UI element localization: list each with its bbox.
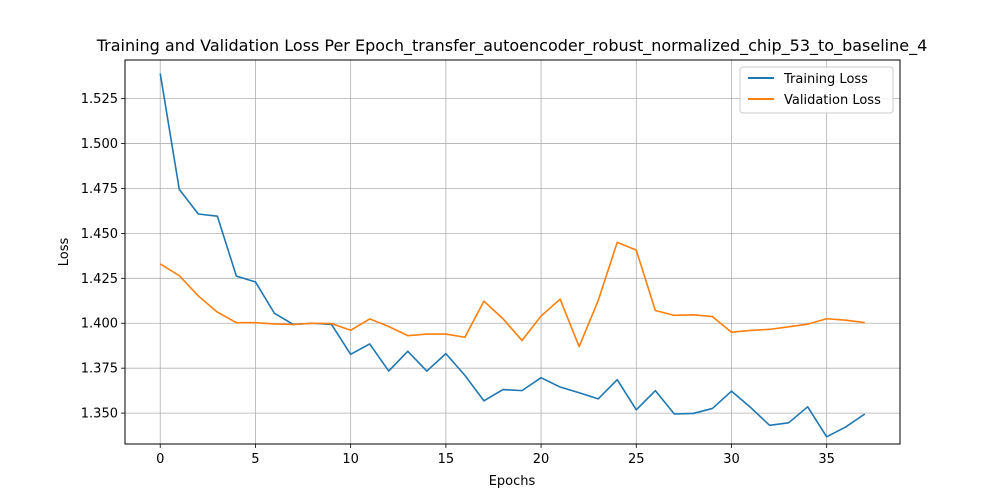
x-tick-label: 20 — [533, 452, 550, 467]
y-tick-label: 1.525 — [81, 92, 118, 107]
plot-frame — [124, 59, 901, 445]
x-tick-label: 25 — [628, 452, 645, 467]
x-axis-label: Epochs — [489, 474, 536, 489]
x-tick-label: 0 — [156, 452, 164, 467]
x-tick-label: 15 — [438, 452, 455, 467]
y-tick-label: 1.450 — [81, 227, 118, 242]
training-loss-line — [159, 73, 866, 438]
x-tick-label: 30 — [723, 452, 740, 467]
series-layer — [159, 73, 866, 438]
grid-lines — [125, 60, 900, 444]
x-tick-label: 10 — [342, 452, 359, 467]
x-tick-label: 5 — [251, 452, 259, 467]
legend-label-training: Training Loss — [783, 72, 868, 87]
legend: Training Loss Validation Loss — [739, 66, 894, 114]
chart-title: Training and Validation Loss Per Epoch_t… — [96, 36, 928, 56]
x-axis-ticks: 0 5 10 15 20 25 30 35 — [156, 444, 835, 467]
y-tick-label: 1.475 — [81, 182, 118, 197]
y-tick-label: 1.500 — [81, 137, 118, 152]
y-tick-label: 1.425 — [81, 272, 118, 287]
legend-box — [739, 66, 894, 114]
y-axis-label: Loss — [57, 238, 72, 267]
validation-loss-line — [159, 241, 865, 348]
legend-label-validation: Validation Loss — [784, 93, 881, 108]
y-axis-ticks: 1.350 1.375 1.400 1.425 1.450 1.475 1.500 1.525 — [81, 92, 125, 422]
y-tick-label: 1.400 — [81, 317, 118, 332]
x-tick-label: 35 — [818, 452, 835, 467]
y-tick-label: 1.375 — [81, 362, 118, 377]
y-tick-label: 1.350 — [81, 407, 118, 422]
